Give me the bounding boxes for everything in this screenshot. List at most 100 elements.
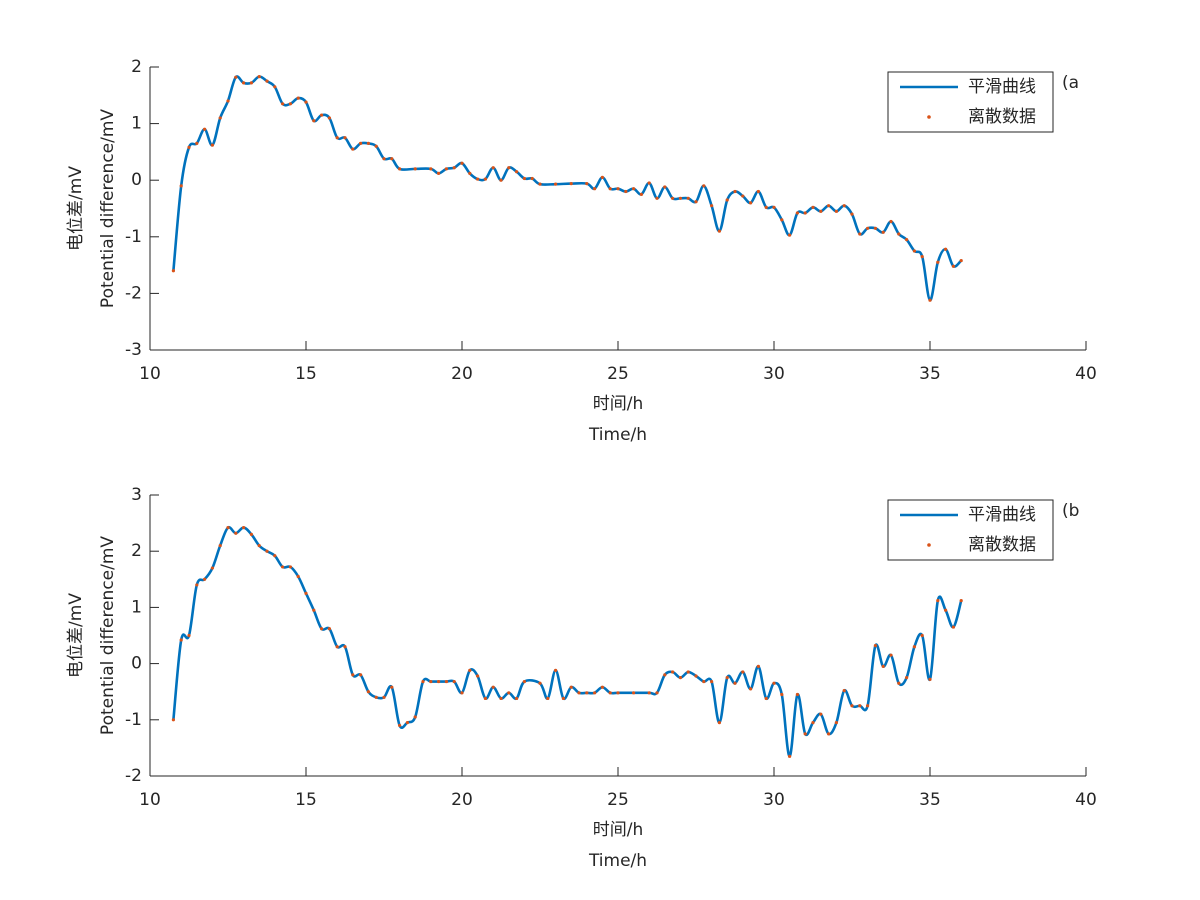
data-point bbox=[600, 175, 605, 179]
annotation: (a bbox=[1062, 73, 1079, 93]
data-point bbox=[780, 692, 784, 697]
data-point bbox=[218, 116, 222, 120]
data-point bbox=[569, 181, 573, 186]
data-point bbox=[257, 75, 261, 79]
y-axis-label: Potential difference/mV bbox=[98, 109, 118, 309]
data-point bbox=[234, 75, 238, 79]
data-point bbox=[374, 695, 378, 699]
y-axis-label: Potential difference/mV bbox=[98, 536, 118, 736]
y-axis-label: 电位差/mV bbox=[66, 166, 86, 251]
data-point bbox=[195, 141, 199, 146]
x-axis-label: Time/h bbox=[588, 425, 647, 445]
data-point bbox=[390, 157, 394, 161]
data-point bbox=[624, 189, 628, 194]
data-point bbox=[741, 194, 745, 198]
data-point bbox=[702, 679, 706, 684]
data-point bbox=[764, 696, 768, 701]
data-point bbox=[647, 691, 651, 695]
data-point bbox=[374, 144, 378, 148]
data-point bbox=[187, 633, 191, 638]
legend-label: 离散数据 bbox=[968, 535, 1036, 555]
data-point bbox=[538, 681, 542, 685]
data-point bbox=[312, 119, 316, 123]
legend-swatch bbox=[927, 115, 931, 119]
data-point bbox=[936, 599, 940, 603]
data-point bbox=[717, 229, 722, 233]
data-point bbox=[491, 685, 495, 689]
data-point bbox=[366, 141, 370, 146]
data-point bbox=[827, 204, 831, 208]
data-point bbox=[593, 187, 597, 191]
data-point bbox=[437, 679, 441, 684]
data-point bbox=[257, 543, 261, 548]
x-axis-label: Time/h bbox=[588, 851, 647, 871]
x-tick-label: 20 bbox=[451, 790, 473, 810]
data-point bbox=[920, 633, 924, 638]
data-point bbox=[905, 238, 909, 242]
data-point bbox=[795, 211, 800, 215]
data-point bbox=[226, 525, 230, 530]
data-point bbox=[756, 664, 761, 669]
data-point bbox=[905, 676, 909, 680]
annotation: (b bbox=[1062, 501, 1079, 521]
data-point bbox=[171, 718, 175, 722]
data-point bbox=[647, 181, 651, 185]
y-tick-label: 1 bbox=[131, 114, 142, 134]
data-point bbox=[561, 696, 566, 701]
data-point bbox=[273, 85, 277, 89]
data-point bbox=[593, 691, 597, 695]
x-tick-label: 35 bbox=[919, 364, 941, 384]
x-tick-label: 40 bbox=[1075, 790, 1097, 810]
data-point bbox=[507, 691, 511, 695]
data-point bbox=[655, 196, 659, 200]
data-point bbox=[343, 645, 347, 649]
data-point bbox=[522, 176, 527, 181]
smooth-curve bbox=[172, 525, 963, 758]
data-point bbox=[897, 681, 901, 685]
data-point bbox=[795, 692, 800, 697]
data-point bbox=[304, 100, 308, 104]
data-point bbox=[858, 704, 862, 708]
data-point bbox=[889, 219, 893, 224]
data-point bbox=[195, 583, 199, 587]
data-point bbox=[343, 136, 347, 140]
data-point bbox=[351, 673, 355, 677]
legend-box bbox=[887, 499, 1054, 561]
data-point bbox=[522, 679, 527, 684]
data-point bbox=[335, 136, 339, 140]
data-point bbox=[733, 189, 737, 194]
data-point bbox=[639, 192, 644, 196]
data-point bbox=[359, 141, 363, 146]
legend-label: 离散数据 bbox=[968, 107, 1036, 127]
data-point bbox=[218, 543, 222, 548]
data-point bbox=[327, 627, 331, 631]
data-point bbox=[741, 670, 745, 674]
data-point bbox=[678, 676, 683, 680]
x-tick-label: 35 bbox=[919, 790, 941, 810]
data-point bbox=[468, 668, 472, 672]
data-point bbox=[437, 171, 441, 176]
data-point bbox=[569, 685, 573, 689]
data-point bbox=[663, 185, 667, 189]
data-point bbox=[249, 81, 253, 85]
x-tick-label: 30 bbox=[763, 790, 785, 810]
data-point bbox=[616, 187, 620, 191]
y-tick-label: 1 bbox=[131, 597, 142, 617]
data-point bbox=[912, 645, 917, 649]
data-point bbox=[733, 681, 737, 685]
data-point bbox=[632, 691, 636, 695]
data-point bbox=[959, 258, 963, 263]
data-point bbox=[866, 226, 870, 230]
y-tick-label: -2 bbox=[125, 766, 142, 786]
data-point bbox=[413, 715, 417, 719]
data-point bbox=[507, 166, 511, 170]
x-tick-label: 30 bbox=[763, 364, 785, 384]
data-point bbox=[928, 298, 932, 302]
y-tick-label: 2 bbox=[131, 57, 142, 77]
legend-label: 平滑曲线 bbox=[968, 505, 1036, 525]
data-point bbox=[678, 196, 683, 200]
data-point bbox=[881, 230, 885, 234]
data-point bbox=[476, 674, 480, 678]
